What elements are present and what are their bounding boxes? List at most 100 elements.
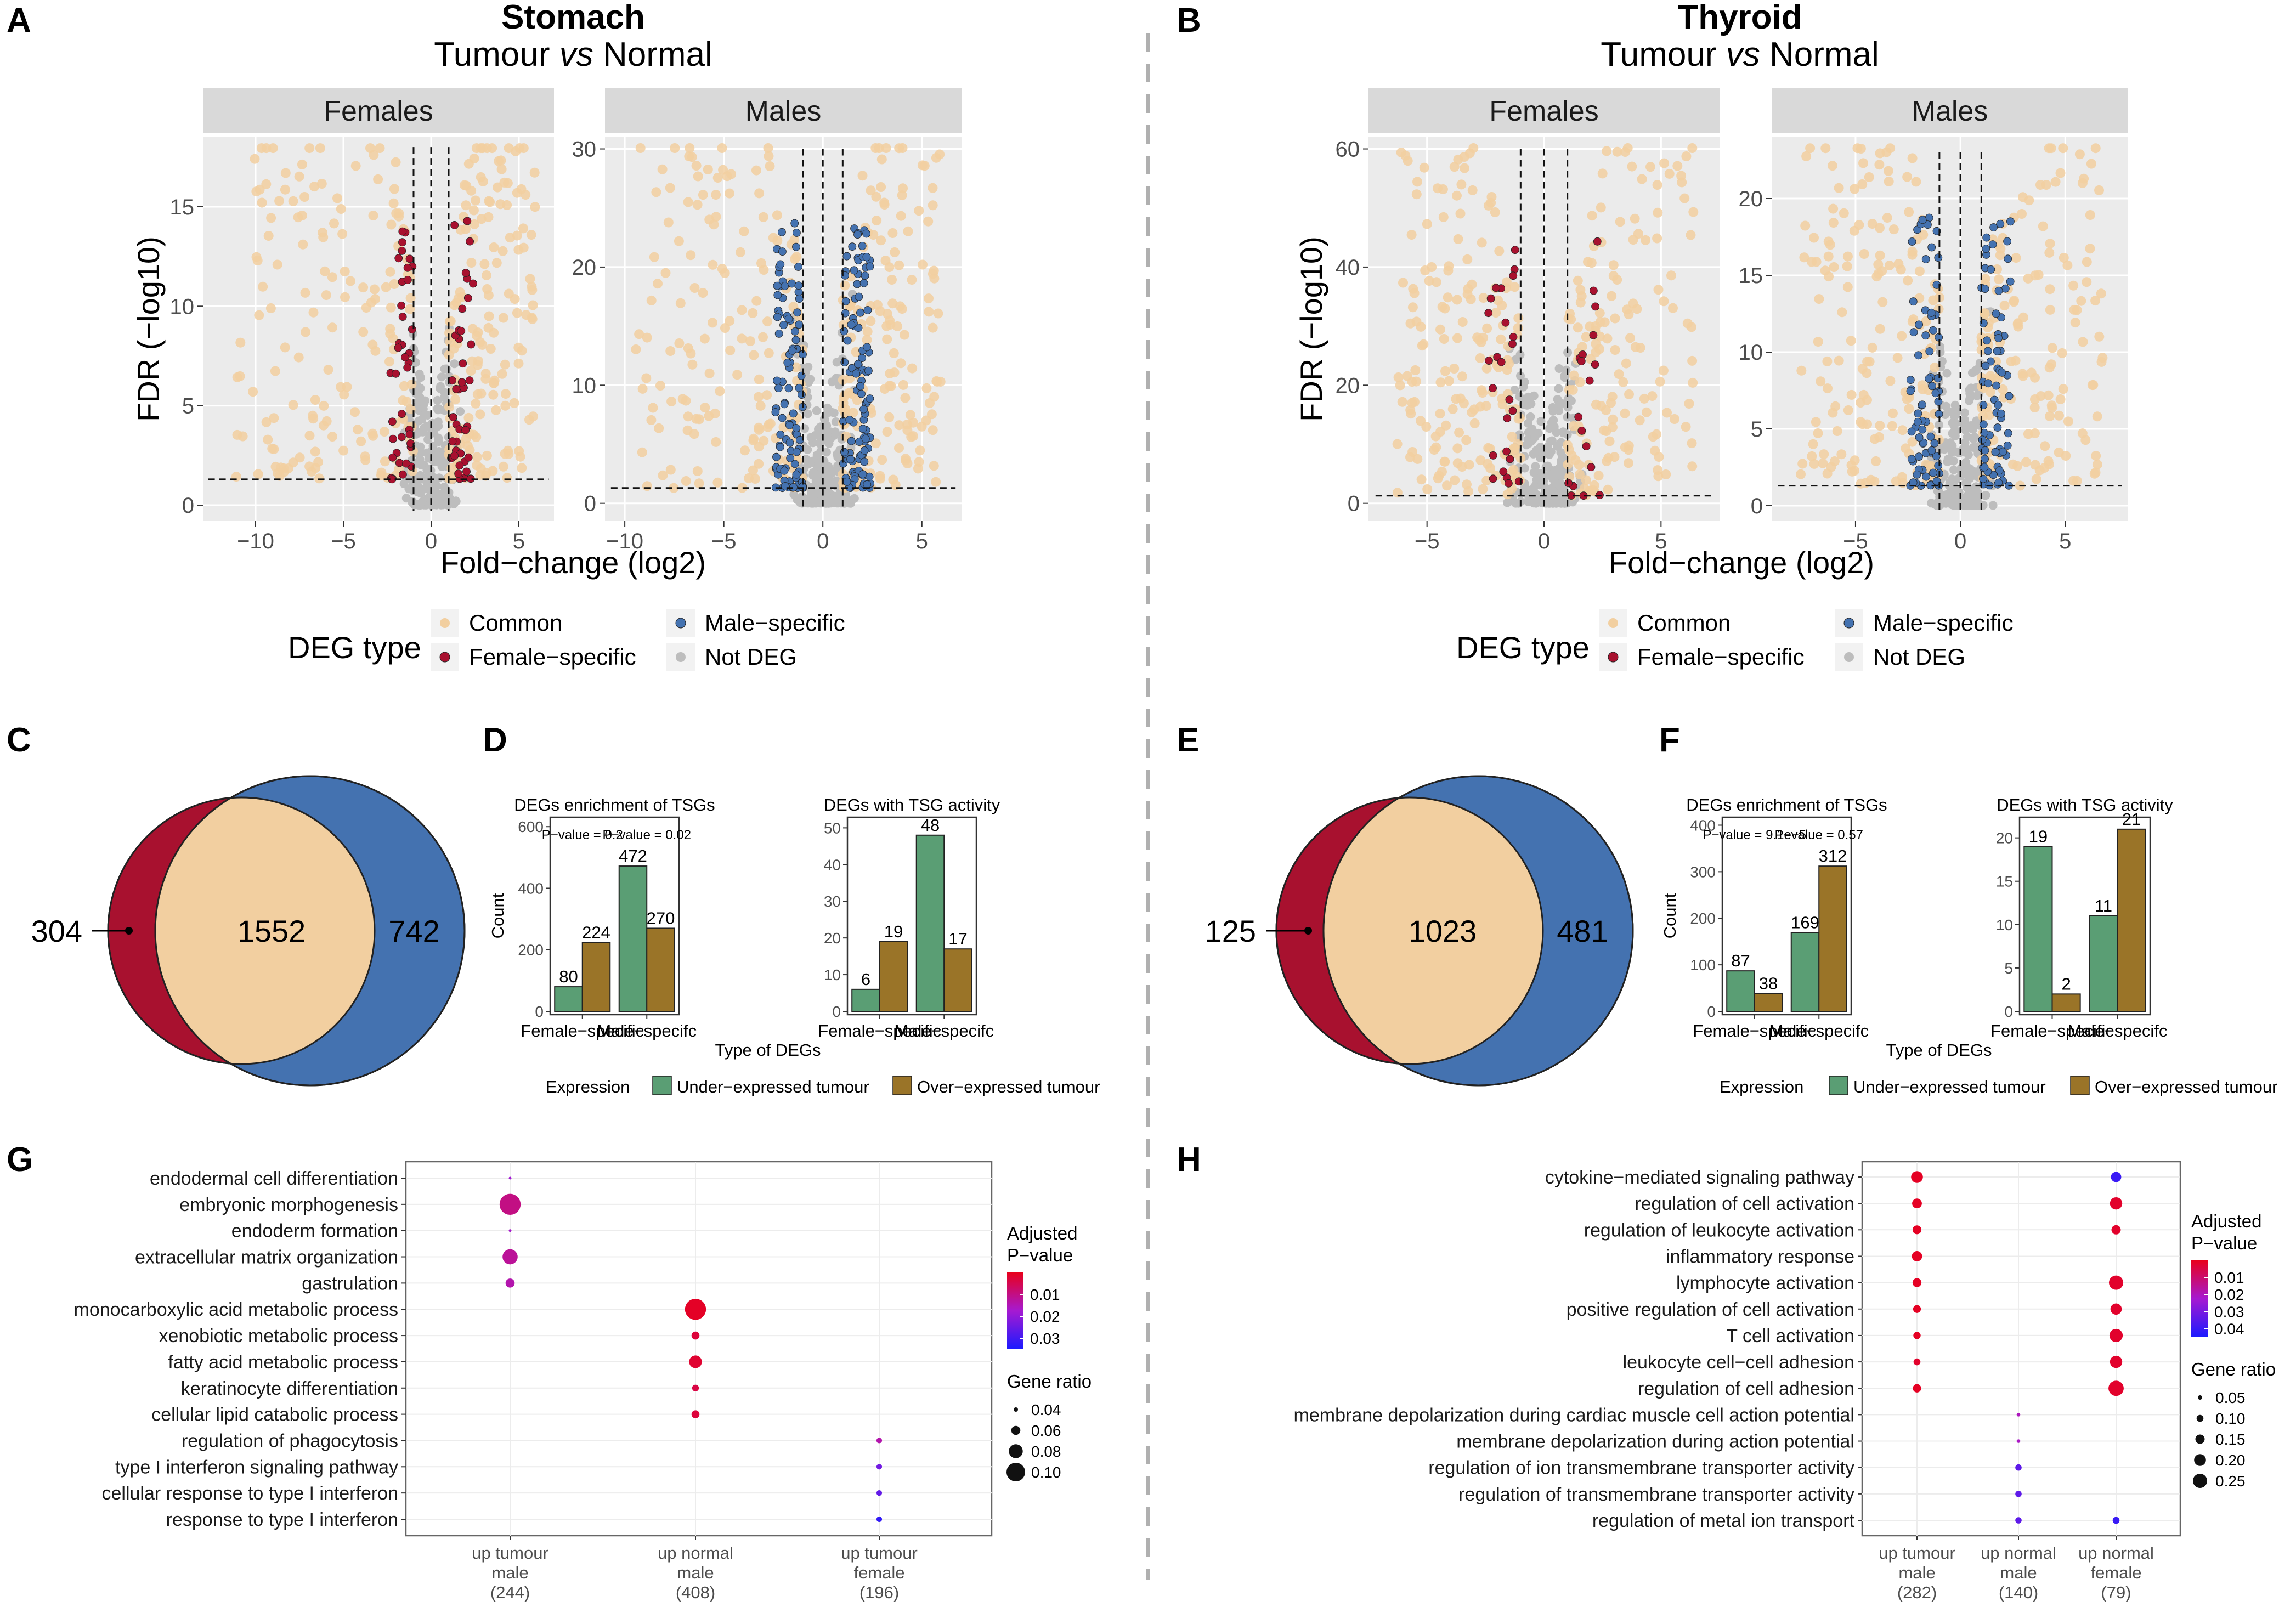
scatter-point-male-specific <box>848 242 857 251</box>
scatter-point-common <box>2031 474 2041 484</box>
scatter-point-female-specific <box>394 343 403 352</box>
scatter-point-male-specific <box>847 364 856 372</box>
bar-plot-frame <box>2018 816 2151 1016</box>
scatter-point-female-specific <box>389 434 397 443</box>
scatter-point-common <box>388 198 399 208</box>
scatter-point-not-deg <box>1530 482 1539 491</box>
scatter-point-not-deg <box>432 481 441 490</box>
scatter-point-common <box>327 432 337 442</box>
scatter-point-common <box>711 212 721 222</box>
size-legend-label: 0.06 <box>1031 1422 1061 1439</box>
scatter-point-common <box>1679 193 1690 203</box>
scatter-point-common <box>1818 458 1828 468</box>
bar-over-expressed <box>1818 865 1847 1012</box>
scatter-point-common <box>725 188 734 199</box>
scatter-point-common <box>1867 342 1877 353</box>
scatter-point-common <box>513 245 524 255</box>
scatter-point-common <box>1862 368 1872 378</box>
bar-under-expressed <box>915 834 945 1012</box>
scatter-point-common <box>925 398 935 408</box>
scatter-point-common <box>297 211 307 220</box>
legend-label: Male−specific <box>705 610 845 636</box>
scatter-point-common <box>476 388 487 399</box>
scatter-point-common <box>1999 301 2010 311</box>
scatter-point-common <box>890 247 900 257</box>
scatter-point-common <box>297 159 307 169</box>
scatter-point-common <box>1883 166 1893 176</box>
scatter-point-not-deg <box>1964 500 1973 509</box>
scatter-point-not-deg <box>1961 446 1970 456</box>
panel-f-thyroid-tsg-bars: DEGs enrichment of TSGs0100200300400Fema… <box>1660 795 2277 1096</box>
bar-y-tick-label: 20 <box>1996 830 2013 847</box>
scatter-point-male-specific <box>862 229 870 238</box>
scatter-point-common <box>319 400 329 411</box>
scatter-point-common <box>518 143 529 154</box>
scatter-point-male-specific <box>1932 452 1941 461</box>
scatter-point-male-specific <box>2003 442 2012 450</box>
venn-count-female: 125 <box>1205 914 1256 948</box>
scatter-point-common <box>1824 271 1834 282</box>
scatter-point-common <box>896 358 906 369</box>
scatter-point-male-specific <box>780 400 789 409</box>
scatter-point-common <box>1839 208 1849 218</box>
scatter-point-female-specific <box>398 227 407 236</box>
go-dot <box>2110 1355 2123 1368</box>
scatter-point-male-specific <box>863 306 872 314</box>
scatter-point-common <box>1903 275 1913 286</box>
scatter-point-common <box>1444 376 1454 386</box>
go-dot <box>2110 1303 2122 1315</box>
scatter-point-male-specific <box>1921 255 1930 263</box>
scatter-point-female-specific <box>463 294 472 302</box>
scatter-point-common <box>884 412 895 422</box>
scatter-point-common <box>931 152 941 163</box>
scatter-point-common <box>708 318 717 328</box>
scatter-point-male-specific <box>863 343 872 352</box>
scatter-point-common <box>1610 313 1620 324</box>
scatter-point-common <box>1453 154 1463 165</box>
scatter-point-common <box>376 470 386 480</box>
go-dot <box>2015 1517 2022 1524</box>
scatter-point-common <box>2055 168 2066 178</box>
scatter-point-common <box>745 336 755 347</box>
scatter-point-not-deg <box>824 439 834 448</box>
scatter-point-common <box>845 373 855 383</box>
scatter-point-common <box>1601 405 1611 415</box>
scatter-point-common <box>1871 456 1881 466</box>
scatter-point-not-deg <box>416 471 425 480</box>
scatter-point-common <box>1587 211 1597 221</box>
scatter-point-common <box>482 270 491 280</box>
scatter-point-male-specific <box>795 320 804 329</box>
scatter-point-common <box>1664 168 1675 179</box>
color-legend-title: P−value <box>2191 1233 2257 1253</box>
scatter-point-common <box>1978 411 1988 421</box>
bar-value-label: 6 <box>861 970 870 989</box>
scatter-point-common <box>2063 416 2073 427</box>
scatter-point-common <box>924 293 934 304</box>
scatter-point-common <box>1659 296 1669 307</box>
color-legend-title: Adjusted <box>1007 1223 1077 1243</box>
subtitle-pre: Tumour <box>434 36 559 73</box>
scatter-point-not-deg <box>417 448 426 457</box>
scatter-point-common <box>687 152 697 162</box>
scatter-point-common <box>1477 385 1487 395</box>
scatter-point-common <box>488 389 499 400</box>
go-dot <box>2015 1491 2022 1497</box>
scatter-point-female-specific <box>1489 451 1497 460</box>
scatter-point-common <box>1461 435 1472 445</box>
scatter-point-common <box>1606 398 1616 408</box>
scatter-point-common <box>1497 300 1507 310</box>
scatter-point-male-specific <box>789 409 798 418</box>
go-dot <box>1912 1225 1922 1235</box>
scatter-point-not-deg <box>433 395 442 405</box>
group-label: female <box>2090 1563 2141 1582</box>
scatter-point-common <box>926 409 937 420</box>
scatter-point-common <box>1422 219 1432 229</box>
scatter-point-male-specific <box>772 452 781 461</box>
scatter-point-male-specific <box>1982 245 1990 253</box>
scatter-point-common <box>1819 449 1829 460</box>
scatter-point-common <box>906 432 917 442</box>
scatter-point-male-specific <box>1929 326 1937 335</box>
bar-subplot-title: DEGs enrichment of TSGs <box>1686 795 1887 814</box>
scatter-point-common <box>750 474 760 484</box>
scatter-point-common <box>1475 353 1485 363</box>
